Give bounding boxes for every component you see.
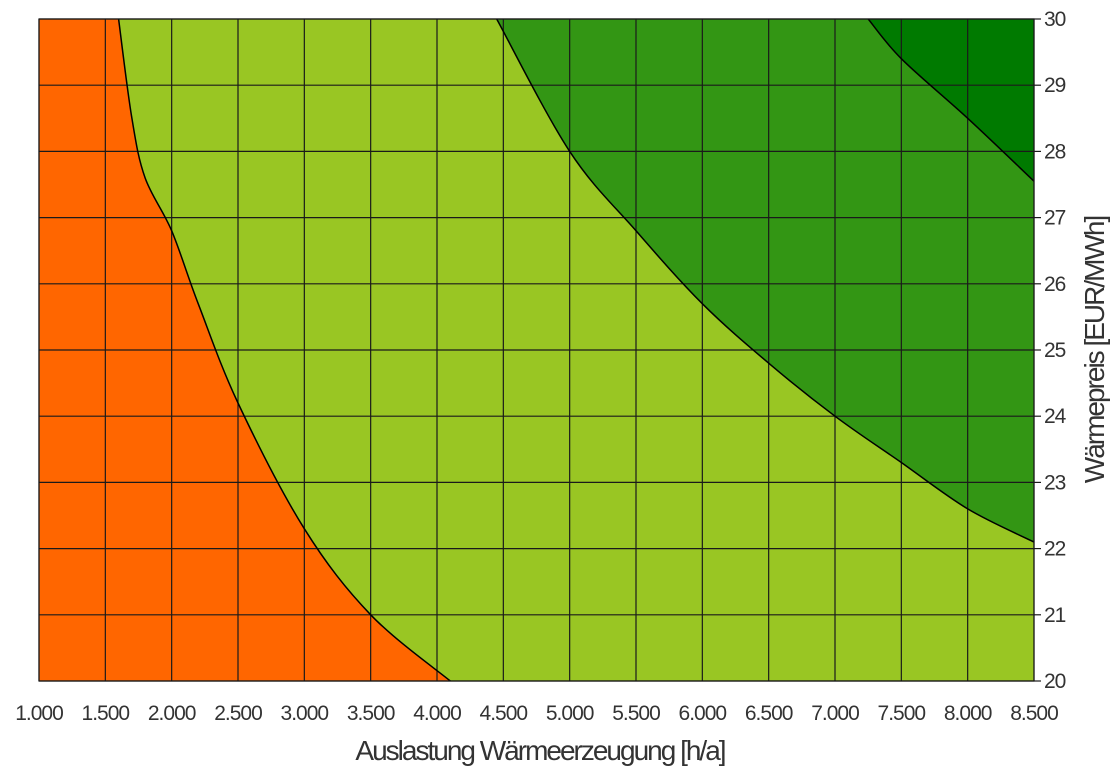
x-tick-label: 5.000 — [546, 702, 594, 725]
region-3 — [496, 19, 1034, 542]
y-tick-label: 22 — [1044, 538, 1066, 561]
x-tick-labels: 1.000 1.500 2.000 2.500 3.000 3.500 4.000 4.500… — [15, 702, 1059, 725]
y-tick-label: 28 — [1044, 140, 1066, 163]
y-tick-label: 23 — [1044, 471, 1066, 494]
x-tick-label: 8.500 — [1010, 702, 1058, 725]
y-tick-label: 27 — [1044, 207, 1066, 230]
y-tick-label: 24 — [1044, 405, 1067, 428]
x-tick-label: 4.500 — [480, 702, 528, 725]
y-tick-label: 30 — [1044, 8, 1066, 31]
x-tick-label: 6.500 — [745, 702, 793, 725]
y-tick-label: 25 — [1044, 339, 1066, 362]
x-tick-label: 2.000 — [148, 702, 196, 725]
x-tick-label: 7.000 — [811, 702, 859, 725]
x-tick-label: 6.000 — [679, 702, 727, 725]
y-tick-label: 29 — [1044, 74, 1066, 97]
region-boundaries — [117, 19, 1034, 681]
y-tick-label: 20 — [1044, 670, 1066, 693]
x-tick-label: 5.500 — [612, 702, 660, 725]
y-tick-marks — [1034, 18, 1041, 682]
x-tick-label: 3.500 — [347, 702, 395, 725]
x-tick-label: 3.000 — [281, 702, 329, 725]
x-tick-label: 1.000 — [15, 702, 63, 725]
x-tick-label: 8.000 — [944, 702, 992, 725]
x-tick-label: 4.000 — [413, 702, 461, 725]
x-tick-label: 7.500 — [878, 702, 926, 725]
region-1 — [39, 19, 451, 681]
x-tick-label: 2.500 — [214, 702, 262, 725]
boundary-line-3 — [867, 19, 1034, 182]
x-axis-title: Auslastung Wärmeerzeugung [h/a] — [355, 735, 724, 766]
y-tick-labels: 20 21 22 23 24 25 26 27 28 29 30 — [1044, 8, 1068, 693]
boundary-line-1 — [117, 19, 451, 681]
x-tick-label: 1.500 — [82, 702, 130, 725]
y-axis-title: Wärmepreis [EUR/MWh] — [1079, 217, 1110, 484]
boundary-line-2 — [496, 19, 1034, 543]
y-tick-label: 21 — [1044, 604, 1066, 627]
y-tick-label: 26 — [1044, 273, 1066, 296]
